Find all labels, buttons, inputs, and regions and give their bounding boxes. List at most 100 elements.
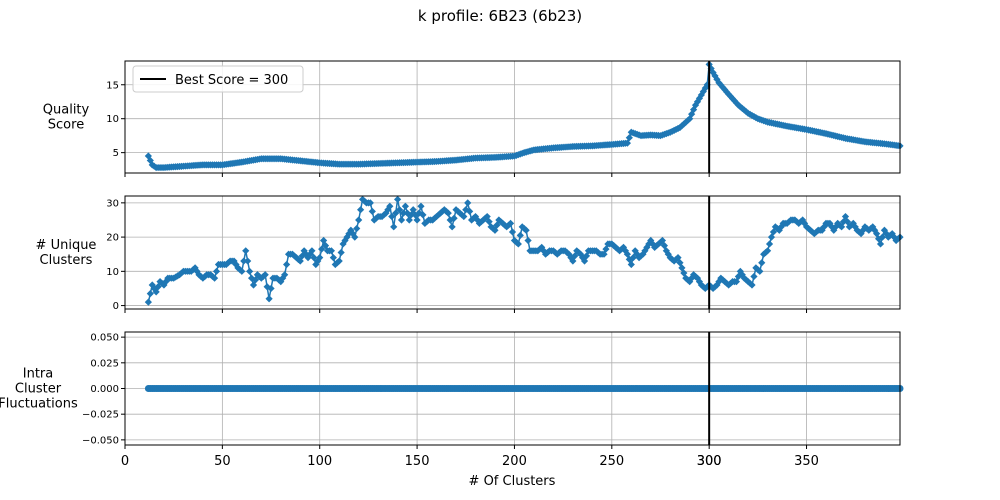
data-point: [471, 212, 480, 221]
data-point: [462, 206, 470, 214]
data-point: [522, 226, 530, 234]
data-point: [390, 223, 398, 231]
data-point: [615, 247, 624, 255]
data-point: [366, 199, 374, 207]
data-point: [806, 226, 815, 234]
data-point: [627, 260, 635, 269]
data-point: [265, 295, 273, 303]
data-point: [277, 278, 285, 286]
data-point: [466, 207, 474, 216]
y-axis-label: Intra: [23, 367, 53, 382]
data-point: [308, 247, 316, 255]
axes-frame: [124, 60, 901, 174]
data-point: [209, 272, 217, 281]
data-point: [156, 278, 164, 286]
data-point: [855, 228, 863, 236]
data-point: [349, 230, 357, 238]
data-point: [748, 281, 756, 289]
y-tick-label: −0.025: [82, 410, 119, 421]
data-point: [386, 202, 394, 210]
data-point: [668, 255, 676, 263]
data-point: [382, 209, 390, 217]
data-point: [876, 240, 885, 248]
data-point: [818, 226, 826, 234]
data-point: [288, 250, 297, 258]
data-point: [633, 250, 641, 258]
data-point: [368, 207, 376, 216]
data-point: [723, 88, 731, 96]
y-axis-label: Quality: [43, 103, 90, 118]
y-tick-label: 10: [106, 114, 119, 125]
data-point: [399, 209, 408, 217]
data-point: [734, 272, 742, 281]
x-tick-label: 50: [214, 454, 231, 469]
data-point: [405, 216, 413, 224]
data-point: [310, 254, 318, 262]
data-point: [756, 267, 764, 275]
y-tick-label: 0: [113, 301, 119, 312]
data-point: [333, 259, 341, 267]
data-point: [401, 202, 410, 210]
data-point: [878, 233, 887, 241]
data-point: [454, 207, 462, 216]
x-tick-label: 350: [794, 454, 819, 469]
data-point: [292, 254, 300, 262]
data-point: [212, 267, 221, 275]
data-point: [563, 248, 571, 257]
data-point: [697, 91, 705, 99]
data-point: [351, 233, 359, 241]
data-point: [725, 90, 733, 98]
data-point: [676, 259, 684, 267]
data-point: [160, 281, 168, 289]
data-point: [543, 248, 552, 257]
data-point: [316, 254, 324, 262]
data-point: [360, 197, 369, 205]
y-tick-label: 10: [106, 267, 119, 278]
y-tick-label: 0.000: [90, 384, 119, 395]
data-point: [329, 254, 337, 262]
data-point: [691, 272, 700, 281]
data-point: [261, 271, 269, 279]
data-point: [580, 257, 589, 265]
data-point: [448, 223, 456, 231]
data-point: [551, 248, 559, 257]
x-tick-label: 100: [307, 454, 332, 469]
data-point: [623, 139, 631, 147]
data-point: [337, 248, 345, 257]
data-point: [837, 223, 846, 231]
data-point: [629, 254, 637, 262]
data-point: [871, 226, 879, 234]
data-point: [419, 211, 427, 219]
data-point: [255, 272, 263, 281]
data-point: [894, 235, 902, 243]
data-point: [536, 245, 544, 253]
data-point: [473, 216, 482, 224]
data-point: [752, 264, 760, 272]
data-point: [148, 281, 156, 289]
series-line: [147, 197, 901, 303]
data-point: [249, 281, 258, 289]
data-point: [508, 228, 517, 236]
data-point: [540, 247, 548, 255]
data-point: [357, 206, 365, 214]
data-point: [395, 206, 404, 214]
data-point: [514, 240, 522, 248]
data-point: [763, 247, 772, 255]
y-axis-label: Cluster: [15, 382, 62, 397]
y-axis-label: # Unique: [36, 238, 97, 253]
x-axis-label: # Of Clusters: [469, 474, 556, 489]
data-point: [259, 272, 267, 281]
data-point: [709, 68, 717, 77]
data-point: [777, 223, 785, 231]
data-point: [750, 272, 758, 281]
data-point: [637, 252, 645, 260]
data-point: [744, 278, 752, 286]
data-point: [499, 219, 507, 227]
data-point: [762, 248, 770, 257]
data-point: [830, 226, 838, 234]
data-point: [680, 120, 688, 128]
data-point: [728, 95, 737, 103]
data-point: [689, 271, 698, 279]
data-point: [666, 254, 674, 262]
y-axis-label: Fluctuations: [0, 397, 78, 412]
